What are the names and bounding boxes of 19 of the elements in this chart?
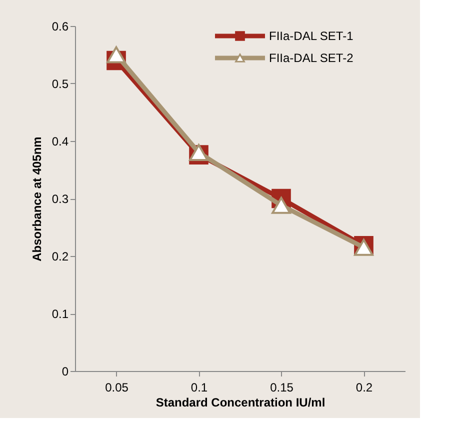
x-tick-label: 0.2	[356, 380, 373, 394]
legend-label: FIIa-DAL SET-1	[269, 29, 354, 43]
y-tick-label: 0.3	[52, 192, 69, 206]
y-tick-label: 0.6	[52, 20, 69, 34]
y-tick-label: 0.2	[52, 250, 69, 264]
x-tick-label: 0.15	[270, 380, 294, 394]
point	[272, 196, 291, 214]
y-axis-title: Absorbance at 405nm	[30, 136, 44, 262]
legend-label: FIIa-DAL SET-2	[269, 51, 354, 65]
y-tick-label: 0.1	[52, 307, 69, 321]
x-tick-label: 0.1	[190, 380, 208, 394]
point	[354, 238, 374, 256]
x-axis-title: Standard Concentration IU/ml	[156, 396, 326, 410]
x-tick-label: 0.05	[105, 380, 129, 394]
y-tick-label: 0.5	[52, 77, 69, 91]
point	[189, 144, 208, 161]
y-tick-label: 0	[62, 364, 69, 378]
y-tick-label: 0.4	[52, 134, 69, 148]
point	[106, 46, 126, 64]
